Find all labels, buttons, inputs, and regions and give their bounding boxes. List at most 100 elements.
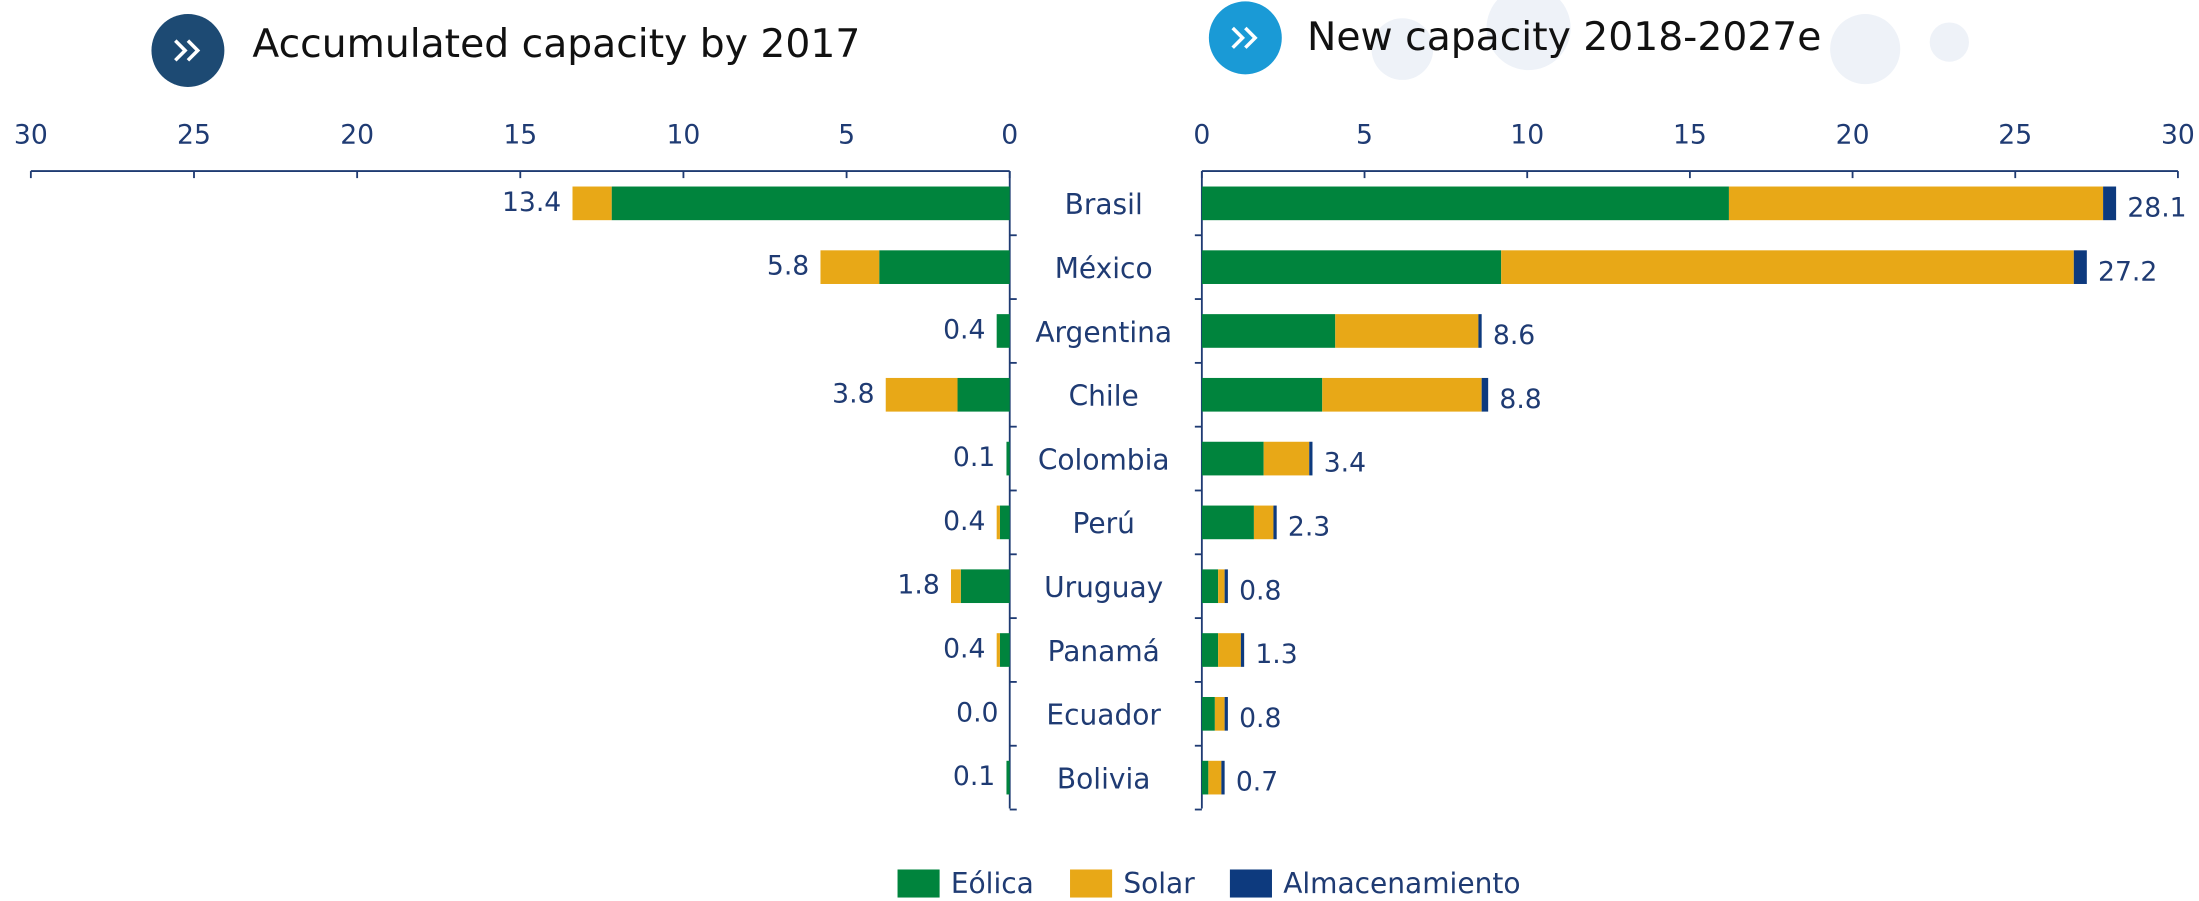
- bar-segment: [1501, 250, 2074, 284]
- bar-segment: [1208, 760, 1222, 795]
- total-label: 0.8: [1239, 575, 1281, 606]
- total-label: 5.8: [767, 251, 809, 282]
- bar-segment: [1201, 250, 1502, 284]
- total-label: 0.4: [943, 314, 985, 345]
- bar-segment: [879, 250, 1010, 284]
- bar-segment: [1214, 696, 1225, 731]
- total-label: 8.8: [1499, 384, 1541, 415]
- bar-segment: [1224, 569, 1228, 604]
- bar-segment: [1253, 505, 1274, 540]
- x-tick-label: 5: [838, 120, 855, 151]
- decoration: [1830, 14, 1901, 85]
- bar-segment: [1201, 441, 1264, 476]
- x-tick-label: 30: [14, 120, 48, 151]
- bar-segment: [1481, 377, 1489, 412]
- category-label: Perú: [1072, 507, 1134, 540]
- bar-segment: [1478, 314, 1482, 348]
- total-label: 0.0: [956, 697, 998, 728]
- bar-segment: [996, 633, 1000, 667]
- category-label: Bolivia: [1057, 762, 1151, 795]
- category-label: Panamá: [1048, 635, 1160, 668]
- bar-segment: [2103, 186, 2117, 221]
- decoration: [1486, 0, 1571, 71]
- bar-segment: [1240, 633, 1245, 667]
- x-tick-label: 25: [1998, 120, 2032, 151]
- total-label: 0.7: [1236, 767, 1278, 798]
- x-tick-label: 30: [2161, 120, 2195, 151]
- bar-segment: [1322, 377, 1482, 412]
- title-icon-chevrons: [1231, 26, 1258, 49]
- bar-segment: [1006, 441, 1010, 476]
- legend-label: Eólica: [951, 867, 1034, 900]
- bar-segment: [1201, 633, 1219, 667]
- legend-swatch: [897, 869, 940, 898]
- legend-swatch: [1229, 869, 1272, 898]
- bar-segment: [1273, 505, 1277, 540]
- bar-segment: [1006, 760, 1010, 795]
- category-label: Colombia: [1038, 443, 1170, 476]
- decoration: [1371, 18, 1434, 80]
- bar-segment: [885, 377, 958, 412]
- x-tick-label: 20: [340, 120, 374, 151]
- bar-segment: [572, 186, 612, 221]
- legend-label: Almacenamiento: [1283, 867, 1520, 900]
- x-tick-label: 15: [503, 120, 537, 151]
- bar-segment: [2073, 250, 2087, 284]
- x-tick-label: 20: [1836, 120, 1870, 151]
- chart-area: Accumulated capacity by 2017 New capacit…: [14, 0, 2195, 900]
- bar-segment: [1335, 314, 1479, 348]
- total-label: 0.1: [953, 761, 995, 792]
- bar-segment: [950, 569, 961, 604]
- category-label: México: [1055, 252, 1153, 285]
- x-tick-label: 10: [1510, 120, 1544, 151]
- x-tick-label: 0: [1001, 120, 1018, 151]
- bar-segment: [996, 505, 1000, 540]
- bar-segment: [820, 250, 880, 284]
- x-tick-label: 10: [666, 120, 700, 151]
- bar-segment: [999, 505, 1010, 540]
- title-icon-chevrons: [174, 39, 201, 62]
- category-label: Brasil: [1065, 188, 1143, 221]
- bar-segment: [999, 633, 1010, 667]
- decoration: [1929, 22, 1969, 62]
- bar-segment: [957, 377, 1010, 412]
- total-label: 0.1: [953, 442, 995, 473]
- bar-segment: [996, 314, 1010, 348]
- x-tick-label: 15: [1673, 120, 1707, 151]
- bar-segment: [960, 569, 1010, 604]
- bar-segment: [1263, 441, 1310, 476]
- bar-segment: [611, 186, 1010, 221]
- chart-title: Accumulated capacity by 2017: [252, 22, 860, 67]
- bar-segment: [1201, 186, 1729, 221]
- total-label: 0.4: [943, 634, 985, 665]
- total-label: 1.8: [897, 570, 939, 601]
- category-label: Argentina: [1035, 316, 1172, 349]
- total-label: 0.4: [943, 506, 985, 537]
- bar-segment: [1309, 441, 1313, 476]
- bar-segment: [1218, 569, 1225, 604]
- legend-swatch: [1070, 869, 1113, 898]
- bar-segment: [1201, 696, 1215, 731]
- total-label: 28.1: [2127, 192, 2186, 223]
- category-label: Ecuador: [1046, 699, 1161, 732]
- bar-segment: [1201, 314, 1336, 348]
- legend-label: Solar: [1123, 867, 1195, 900]
- bar-segment: [1201, 760, 1209, 795]
- bar-segment: [1218, 633, 1241, 667]
- bar-segment: [1201, 377, 1323, 412]
- chart-title: New capacity 2018-2027e: [1307, 15, 1821, 60]
- bar-segment: [1201, 505, 1254, 540]
- total-label: 27.2: [2098, 256, 2157, 287]
- title-icon: [1208, 1, 1282, 75]
- category-label: Chile: [1069, 380, 1139, 413]
- total-label: 1.3: [1255, 639, 1297, 670]
- total-label: 3.8: [832, 378, 874, 409]
- total-label: 0.8: [1239, 703, 1281, 734]
- bar-segment: [1224, 696, 1228, 731]
- total-label: 13.4: [502, 187, 561, 218]
- bar-segment: [1728, 186, 2104, 221]
- title-icon: [151, 14, 225, 87]
- category-label: Uruguay: [1044, 571, 1163, 604]
- x-tick-label: 25: [177, 120, 211, 151]
